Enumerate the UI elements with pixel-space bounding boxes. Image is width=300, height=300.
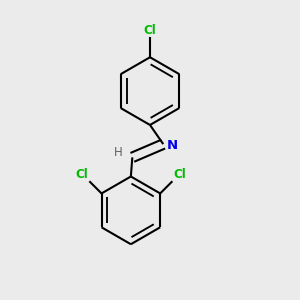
Text: Cl: Cl [173,167,186,181]
Text: Cl: Cl [144,24,156,37]
Text: H: H [114,146,123,159]
Text: Cl: Cl [76,167,88,181]
Text: N: N [167,139,178,152]
